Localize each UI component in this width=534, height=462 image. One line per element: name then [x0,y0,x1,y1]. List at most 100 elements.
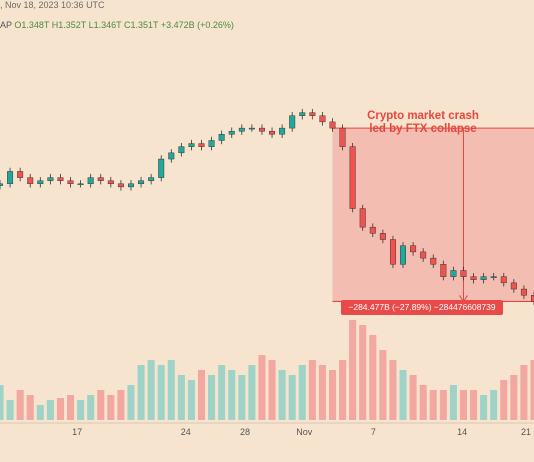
candle-body [531,295,534,302]
candle-body [279,127,286,135]
volume-bar [268,360,276,420]
volume-bar [218,365,226,420]
volume-bar [117,390,125,420]
volume-bar [87,395,95,420]
candle-body [77,183,84,186]
x-tick-label: 28 [239,427,250,437]
ohlc-low: L1.346T [88,20,122,30]
volume-bar [67,395,75,420]
volume-bar [500,380,508,420]
x-tick-label: 21 [520,427,532,437]
volume-bar [439,390,447,420]
volume-bar [157,365,165,420]
ohlc-close: C1.351T [124,20,159,30]
volume-bar [36,405,44,420]
volume-bar [308,360,316,420]
x-tick-label: 7 [370,427,376,437]
volume-bar [470,390,478,420]
candle-body [450,270,457,277]
measure-shaded-area [332,128,534,302]
volume-bar [339,360,347,420]
candle-body [208,140,215,147]
candle-body [480,276,487,280]
candle-body [0,183,3,186]
volume-bar [16,390,24,420]
x-tick-label: 24 [180,427,191,437]
candle-body [359,208,366,228]
volume-bar [248,365,256,420]
ohlc-change: +3.472B (+0.26%) [160,20,234,30]
volume-bar [97,390,105,420]
candle-body [410,245,417,253]
volume-bar [127,385,135,420]
volume-bar [208,375,216,420]
ohlc-high: H1.352T [51,20,87,30]
volume-bar [6,400,14,420]
volume-bar [137,365,145,420]
candle-body [319,115,326,123]
candle-body [420,251,427,259]
candle-body [379,233,386,240]
volume-bar [520,365,528,420]
candle-body [289,115,296,129]
volume-bar [46,400,54,420]
volume-bar [490,390,498,420]
candle-body [188,143,195,147]
candle-body [490,276,497,278]
volume-bar [56,398,64,420]
symbol-tail: AP [0,20,12,30]
candle-body [128,183,134,188]
volume-bar [480,395,488,420]
candle-body [27,177,34,185]
candle-body [57,177,64,181]
candle-body [389,239,396,265]
volume-bar [258,355,266,420]
volume-bar [167,360,175,420]
crash-annotation: Crypto market crash led by FTX collapse [352,110,494,136]
candle-body [7,171,14,185]
volume-bar [228,370,236,420]
volume-bar [147,360,155,420]
candle-body [460,270,467,277]
candle-body [168,152,175,160]
candle-body [138,180,145,185]
volume-bar [419,385,427,420]
candle-body [470,276,477,280]
volume-bar [278,370,286,420]
volume-bar [449,385,457,420]
candle-body [440,264,447,277]
candle-body [17,171,24,178]
candle-body [228,130,235,135]
candle-body [299,112,306,116]
volume-bar [318,365,326,420]
volume-bar [298,365,306,420]
volume-bar [77,400,85,420]
x-tick-label: 14 [457,427,468,437]
candle-body [500,276,507,284]
candle-body [198,143,205,147]
candle-body [400,245,406,265]
candle-body [339,127,346,147]
volume-bar [26,395,34,420]
volume-bar [187,380,195,420]
candle-body [158,158,165,178]
volume-bar [359,325,367,420]
volume-bar [399,370,407,420]
candle-body [510,282,517,290]
volume-bar [197,370,206,420]
volume-bar [177,375,185,420]
volume-bar [0,385,4,420]
candle-body [430,257,437,265]
volume-bar [107,395,115,420]
candle-body [37,180,44,185]
candle-body [218,134,225,141]
volume-bar [328,370,337,420]
candle-body [178,146,185,154]
volume-bar [429,390,437,420]
candle-body [87,177,94,185]
x-tick-label: 17 [72,427,83,437]
volume-bar [530,360,534,420]
candle-body [117,183,124,188]
